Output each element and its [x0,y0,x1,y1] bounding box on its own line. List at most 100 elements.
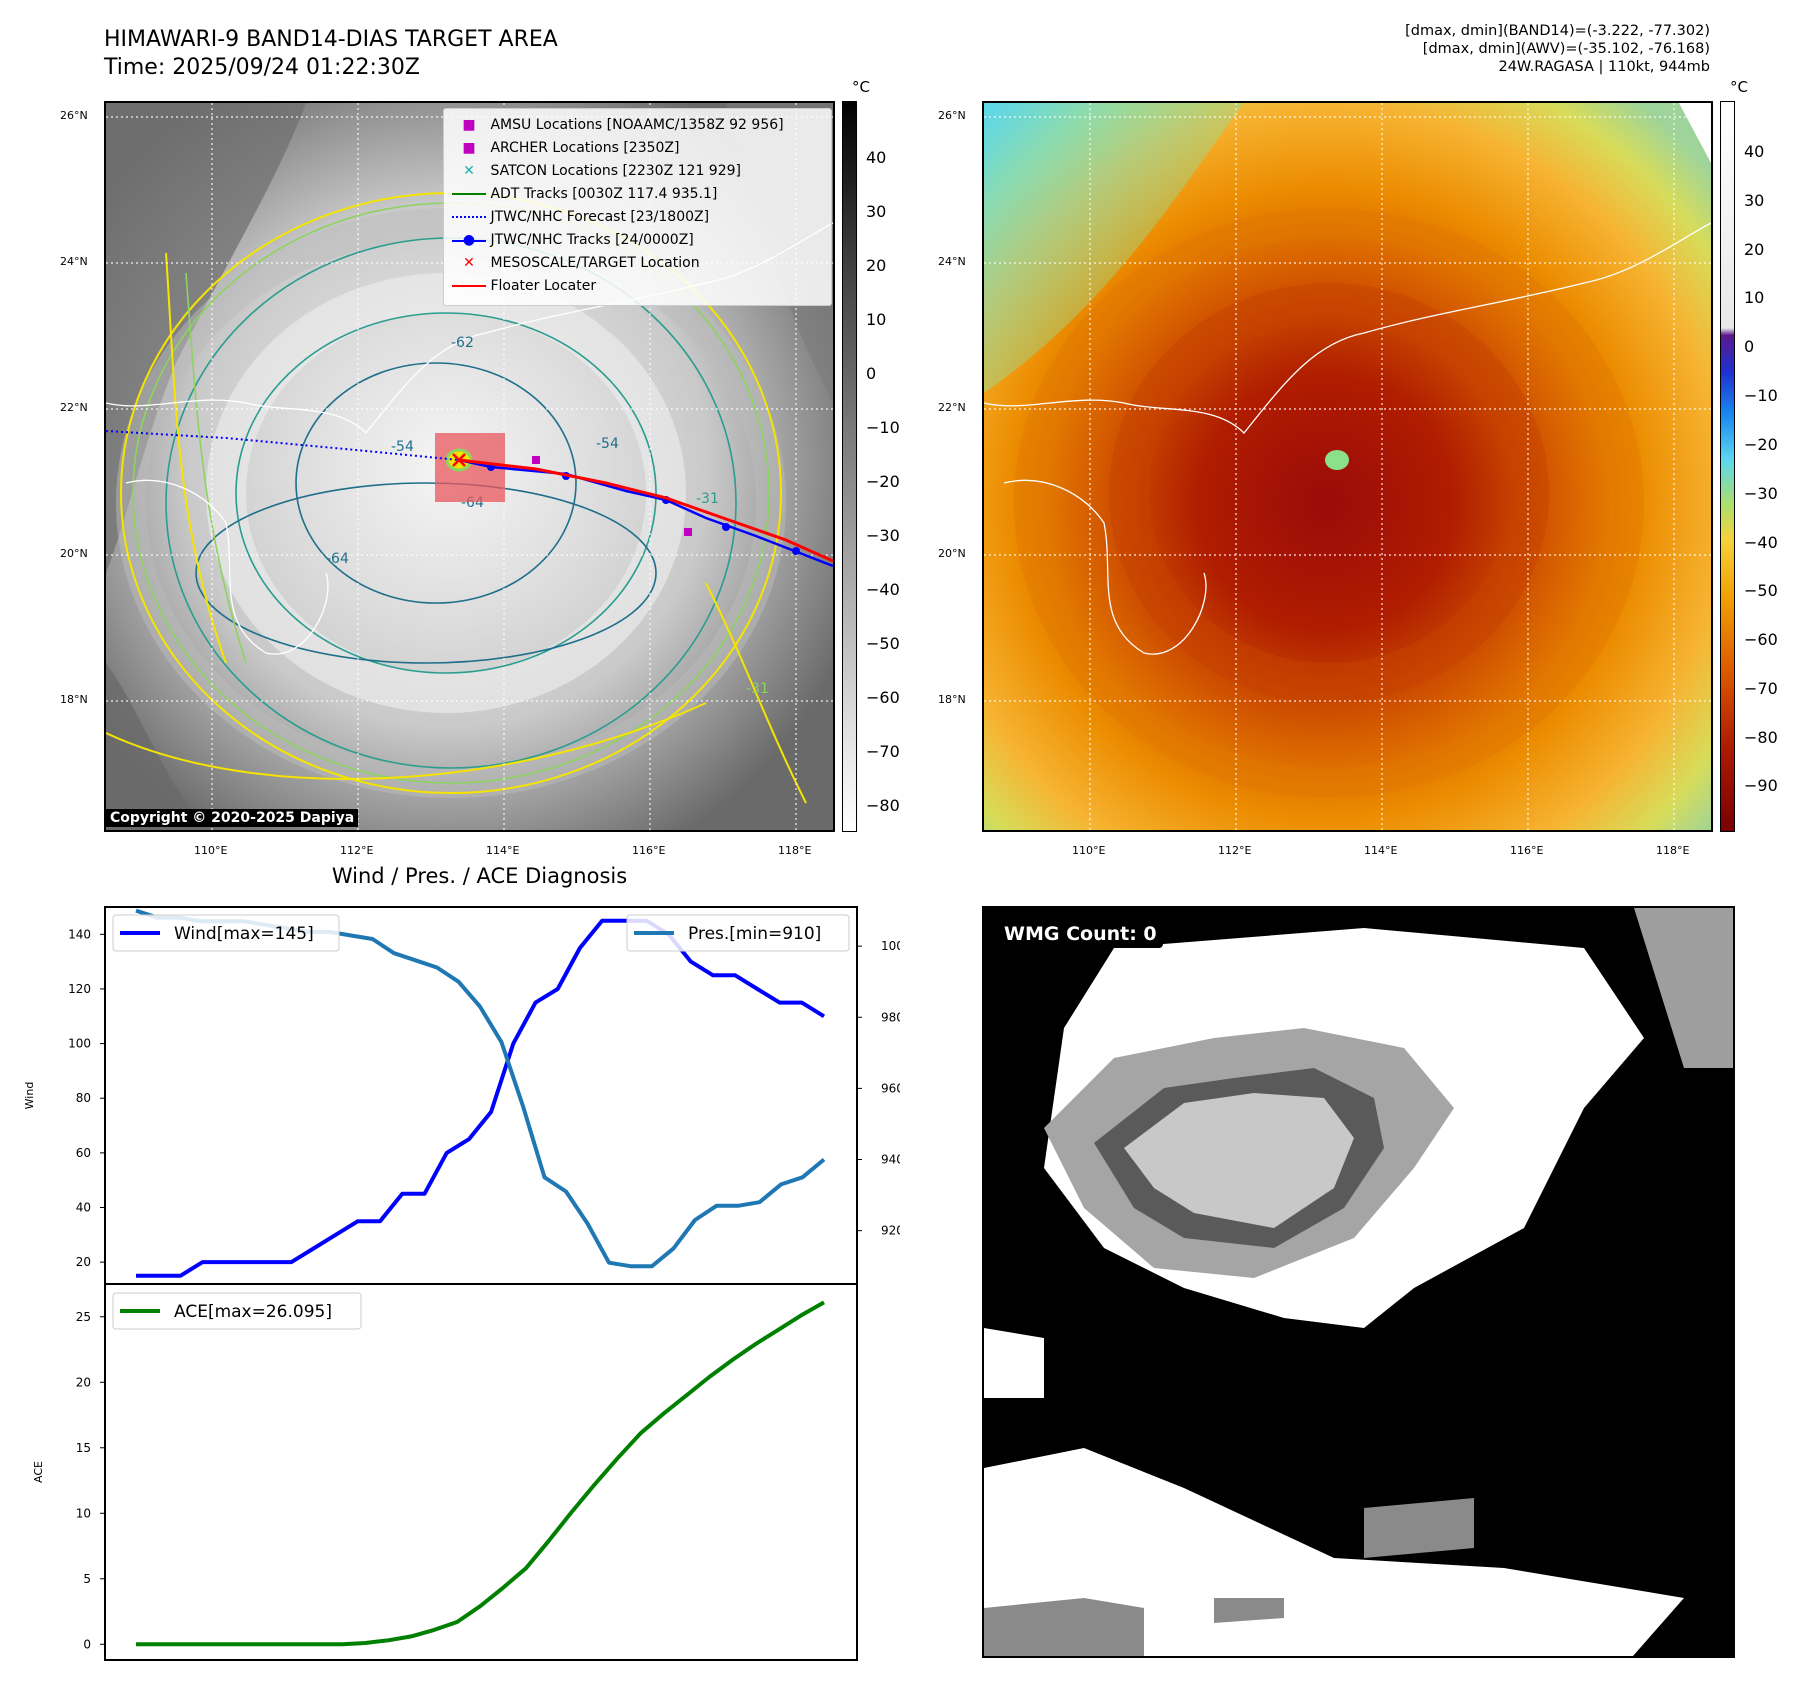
y-tick-label: 20 [76,1255,91,1269]
colorbar-tick: −40 [866,580,900,599]
wmg-count-label: WMG Count: 0 [998,920,1163,948]
y2-tick-label: 980 [881,1010,900,1024]
diagnosis-charts: 20406080100120140Wind9209409609801000Pre… [23,906,900,1661]
square-icon: ■ [462,117,476,133]
legend-label: ARCHER Locations [2350Z] [490,140,680,156]
colorbar-tick: −10 [866,418,900,437]
colorbar-tick: −80 [866,796,900,815]
y2-tick-label: 920 [881,1224,900,1238]
wind-legend: Wind[max=145] [112,914,340,952]
awv-map [984,103,1711,830]
info-line-band14: [dmax, dmin](BAND14)=(-3.222, -77.302) [1405,23,1710,39]
colorbar-tick: 10 [866,310,887,329]
y-tick-label: 20 [76,1375,91,1389]
x-marker-icon: ✕ [463,255,475,271]
lat-label: 18°N [938,693,966,706]
lat-label: 26°N [60,109,88,122]
colorbar-tick: 10 [1744,288,1765,307]
colorbar-tick: 40 [1744,142,1765,161]
lon-label: 110°E [194,844,228,857]
lat-label: 24°N [938,255,966,268]
legend-item: ✕ MESOSCALE/TARGET Location [452,255,699,271]
figure-title-line1: HIMAWARI-9 BAND14-DIAS TARGET AREA [104,27,558,52]
colorbar-tick: 0 [1744,337,1755,356]
colorbar-tick: −50 [866,634,900,653]
colorbar-tick: −90 [1744,776,1778,795]
floater-locater-track [458,458,833,563]
info-line-awv: [dmax, dmin](AWV)=(-35.102, -76.168) [1422,41,1710,57]
y-axis-label: Wind [23,1082,36,1110]
y-tick-label: 25 [76,1310,91,1324]
legend-label: ADT Tracks [0030Z 117.4 935.1] [490,186,718,202]
square-icon: ■ [462,140,476,156]
y-tick-label: 5 [83,1572,91,1586]
y-axis-label: ACE [32,1461,45,1483]
wmg-panel: WMG Count: 0 [982,906,1735,1658]
colorbar-tick: 20 [1744,240,1765,259]
x-marker-icon: ✕ [463,163,475,179]
y-tick-label: 40 [76,1201,91,1215]
legend-item: ADT Tracks [0030Z 117.4 935.1] [452,186,717,202]
colorbar-tick: −80 [1744,728,1778,747]
colorbar-tick: −20 [866,472,900,491]
wind-pressure-chart: 20 40 60 80 100 120 140 Wind 920 940 960 980 1000 Pre… [23,906,900,1285]
y-tick-label: 15 [76,1441,91,1455]
colorbar-tick: −60 [866,688,900,707]
diagnosis-title: Wind / Pres. / ACE Diagnosis [331,864,628,888]
legend-frame [626,914,850,952]
contour-label: -54 [391,439,414,455]
lon-label: 114°E [486,844,520,857]
lon-label: 112°E [1218,844,1252,857]
colorbar-tick: −30 [1744,484,1778,503]
lat-label: 24°N [60,255,88,268]
contour-label: -31 [696,491,719,507]
lat-label: 26°N [938,109,966,122]
lon-label: 112°E [340,844,374,857]
legend-label: JTWC/NHC Tracks [24/0000Z] [490,232,694,248]
y2-tick-label: 1000 [881,939,900,953]
y-tick-label: 100 [68,1037,91,1051]
y-tick-label: 0 [83,1637,91,1651]
colorbar-tick: −40 [1744,533,1778,552]
band14-colorbar [842,101,857,832]
legend-label: JTWC/NHC Forecast [23/1800Z] [490,209,710,225]
colorbar-tick: −60 [1744,630,1778,649]
y-tick-label: 60 [76,1146,91,1160]
y2-tick-label: 960 [881,1081,900,1095]
lon-label: 110°E [1072,844,1106,857]
legend-item: ■ AMSU Locations [NOAAMC/1358Z 92 956] [452,117,783,133]
contour-label: -54 [596,436,619,452]
lat-label: 20°N [938,547,966,560]
y-tick-label: 10 [76,1506,91,1520]
colorbar-tick: 30 [866,202,887,221]
legend-label: Floater Locater [490,278,597,294]
colorbar-unit: °C [1730,78,1748,96]
figure-title-line2: Time: 2025/09/24 01:22:30Z [104,55,420,80]
contour-label: -31 [746,681,769,697]
ace-chart: 0 5 10 15 20 25 ACE ACE[max=26.095] [32,1283,858,1661]
legend-item: ● JTWC/NHC Tracks [24/0000Z] [452,232,694,248]
lat-label: 18°N [60,693,88,706]
y-tick-label: 80 [76,1091,91,1105]
ace-series-line [136,1300,825,1647]
colorbar-tick: −50 [1744,581,1778,600]
wmg-image [984,908,1733,1656]
lon-label: 118°E [778,844,812,857]
colorbar-tick: 40 [866,148,887,167]
colorbar-unit: °C [852,78,870,96]
legend-item: ■ ARCHER Locations [2350Z] [452,140,680,156]
legend-item: JTWC/NHC Forecast [23/1800Z] [452,209,709,225]
line-icon [452,285,486,287]
legend-label: SATCON Locations [2230Z 121 929] [490,163,741,179]
colorbar-tick: −70 [866,742,900,761]
jtwc-forecast-track [106,430,460,461]
archer-marker [532,456,540,464]
lon-label: 118°E [1656,844,1690,857]
contour-labels: -64 -54 -31 -64 -54 -31 -62 [326,335,769,697]
legend-item: Floater Locater [452,278,596,294]
copyright-label: Copyright © 2020-2025 Dapiya [106,809,359,827]
colorbar-tick: 0 [866,364,877,383]
awv-map-panel [982,101,1713,832]
target-x-marker [452,453,466,467]
map-legend: ■ AMSU Locations [NOAAMC/1358Z 92 956] ■… [443,108,832,306]
